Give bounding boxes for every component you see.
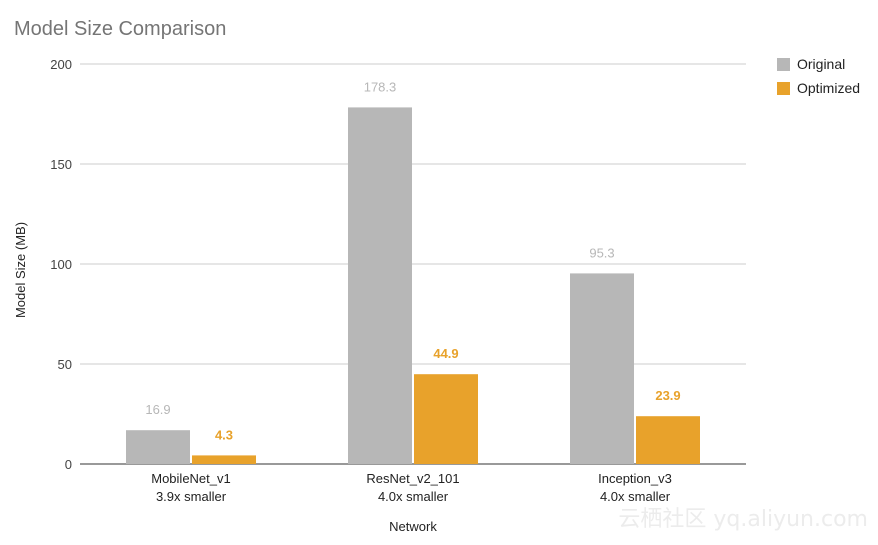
- x-category-sublabel: 4.0x smaller: [378, 489, 449, 504]
- data-labels: 16.9 4.3 178.3 44.9 95.3 23.9: [145, 79, 680, 442]
- legend-label-original: Original: [797, 56, 845, 72]
- legend-label-optimized: Optimized: [797, 80, 860, 96]
- data-label-optimized: 44.9: [433, 346, 458, 361]
- data-label-original: 95.3: [589, 245, 614, 260]
- x-category-sublabel: 3.9x smaller: [156, 489, 227, 504]
- watermark-text: 云栖社区 yq.aliyun.com: [618, 507, 868, 532]
- chart-title: Model Size Comparison: [14, 18, 226, 40]
- x-category-sublabel: 4.0x smaller: [600, 489, 671, 504]
- legend-swatch-optimized: [777, 82, 790, 95]
- y-axis-title: Model Size (MB): [13, 222, 28, 318]
- y-tick-label: 0: [65, 457, 72, 472]
- x-category-label: ResNet_v2_101: [366, 471, 459, 486]
- x-category-label: Inception_v3: [598, 471, 672, 486]
- data-label-original: 16.9: [145, 402, 170, 417]
- x-category-label: MobileNet_v1: [151, 471, 231, 486]
- bar-original: [348, 107, 412, 465]
- y-axis-ticks: 0 50 100 150 200: [50, 57, 72, 472]
- y-tick-label: 50: [58, 357, 72, 372]
- bars: [126, 107, 700, 465]
- x-axis-categories: MobileNet_v1 3.9x smaller ResNet_v2_101 4.0…: [151, 471, 672, 504]
- data-label-optimized: 23.9: [655, 388, 680, 403]
- bar-optimized: [414, 374, 478, 464]
- data-label-original: 178.3: [364, 79, 397, 94]
- y-tick-label: 200: [50, 57, 72, 72]
- y-tick-label: 100: [50, 257, 72, 272]
- bar-optimized: [192, 455, 256, 464]
- data-label-optimized: 4.3: [215, 427, 233, 442]
- bar-original: [126, 430, 190, 464]
- legend-swatch-original: [777, 58, 790, 71]
- bar-original: [570, 273, 634, 464]
- bar-optimized: [636, 416, 700, 464]
- gridlines: [80, 63, 746, 465]
- legend: Original Optimized: [777, 56, 860, 96]
- y-tick-label: 150: [50, 157, 72, 172]
- x-axis-title: Network: [389, 519, 437, 534]
